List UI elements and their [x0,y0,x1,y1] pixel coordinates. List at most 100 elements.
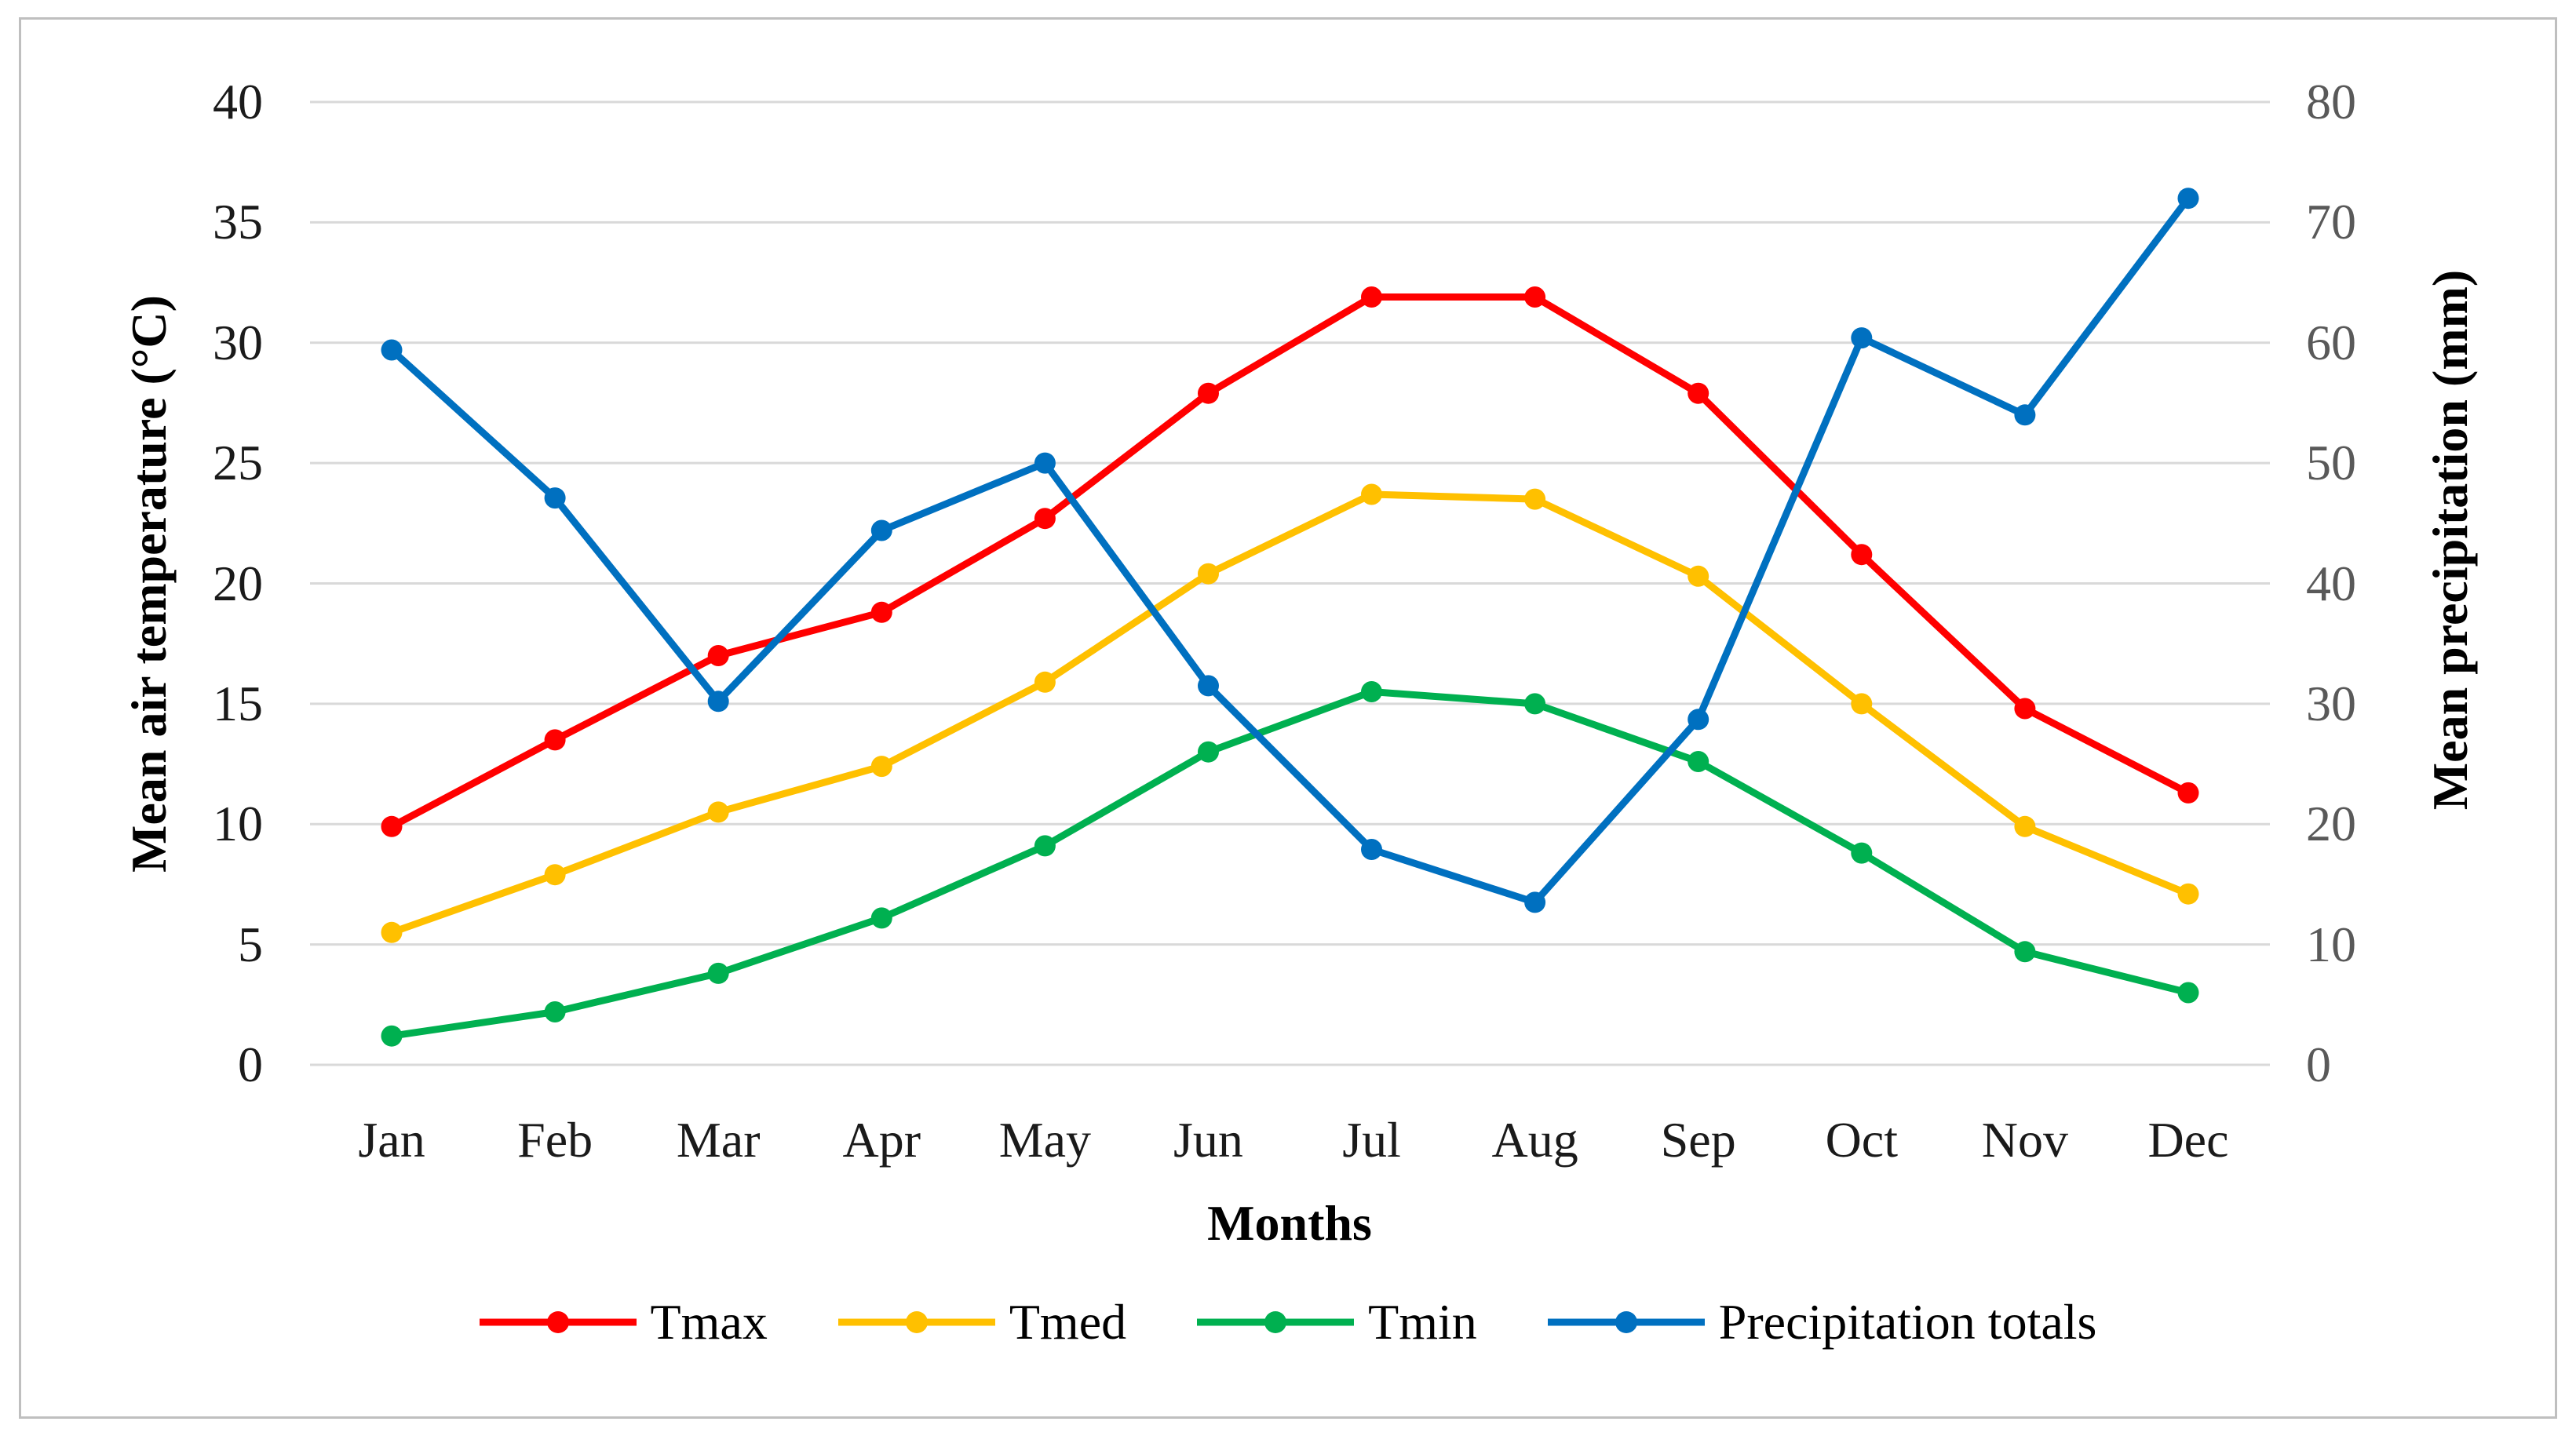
data-point-tmin [2014,941,2036,963]
legend-item-tmax: Tmax [479,1293,768,1351]
data-point-tmax [2177,782,2199,804]
data-point-tmed [381,921,403,943]
data-point-tmin [544,1001,566,1022]
y-right-tick-label: 40 [2306,555,2356,611]
data-point-tmin [1688,751,1709,772]
legend-label-tmed: Tmed [1009,1294,1127,1350]
data-point-tmin [1034,835,1056,857]
legend-label-tmax: Tmax [650,1294,768,1350]
y-right-tick-label: 10 [2306,916,2356,972]
y-left-tick-label: 40 [213,74,263,129]
month-label-mar: Mar [676,1112,761,1168]
y-left-tick-label: 5 [238,916,263,972]
data-point-tmin [1361,681,1382,702]
data-point-tmed [707,801,729,823]
month-label-oct: Oct [1825,1112,1898,1168]
y-right-tick-label: 70 [2306,194,2356,250]
y-axis-left-title: Mean air temperature (°C) [121,295,177,873]
data-point-tmax [870,601,892,623]
data-point-precipitation-totals [2177,188,2199,210]
data-point-tmed [1198,563,1219,585]
month-label-feb: Feb [517,1112,593,1168]
data-point-precipitation-totals [381,339,403,361]
data-point-tmed [1034,671,1056,693]
y-right-tick-label: 60 [2306,314,2356,370]
data-point-tmed [544,864,566,886]
legend-label-tmin: Tmin [1368,1294,1477,1350]
series-line-tmin [388,688,2192,1040]
y-left-tick-label: 25 [213,435,263,491]
legend-marker-tmax-icon [479,1311,637,1333]
month-label-may: May [998,1112,1092,1168]
data-point-precipitation-totals [1034,452,1056,474]
y-axis-right-title: Mean precipitation (mm) [2422,269,2478,811]
figure-border [19,17,2557,1419]
month-label-apr: Apr [842,1112,921,1168]
y-left-tick-label: 35 [213,194,263,250]
data-point-tmed [1361,483,1382,505]
y-left-tick-label: 15 [213,675,263,731]
legend-item-precipitation: Precipitation totals [1547,1293,2097,1351]
data-point-tmin [1851,842,1873,864]
y-left-tick-label: 20 [213,555,263,611]
data-point-tmax [1198,382,1219,404]
legend: Tmax Tmed Tmin Precipitation totals [0,1293,2576,1351]
y-left-tick-label: 0 [238,1037,263,1092]
data-point-precipitation-totals [2014,404,2036,426]
month-label-nov: Nov [1981,1112,2068,1168]
legend-item-tmed: Tmed [837,1293,1127,1351]
month-label-jun: Jun [1173,1112,1243,1168]
y-right-tick-label: 50 [2306,435,2356,491]
month-label-jan: Jan [358,1112,425,1168]
legend-item-tmin: Tmin [1197,1293,1477,1351]
y-right-tick-label: 30 [2306,675,2356,731]
y-left-tick-label: 30 [213,314,263,370]
series-line-tmed [388,490,2192,936]
data-point-tmed [2177,883,2199,905]
month-label-sep: Sep [1660,1112,1736,1168]
data-point-precipitation-totals [1851,327,1873,349]
data-point-tmin [2177,982,2199,1004]
data-point-tmin [381,1025,403,1047]
data-point-tmin [1198,741,1219,763]
data-point-tmed [2014,815,2036,837]
data-point-tmed [1851,693,1873,715]
legend-marker-tmin-icon [1197,1311,1355,1333]
data-point-tmax [1034,508,1056,530]
y-right-tick-label: 80 [2306,74,2356,129]
data-point-tmin [707,962,729,984]
x-axis-title: Months [1207,1195,1372,1251]
data-point-tmax [381,815,403,837]
data-point-precipitation-totals [1361,839,1382,860]
data-point-precipitation-totals [1688,709,1709,731]
series-line-precipitation-totals [388,195,2192,906]
data-point-tmax [1361,286,1382,308]
data-point-tmed [1688,565,1709,587]
data-point-precipitation-totals [707,691,729,713]
month-label-dec: Dec [2147,1112,2229,1168]
data-point-precipitation-totals [870,519,892,541]
data-point-precipitation-totals [544,487,566,509]
data-point-tmax [544,729,566,751]
data-point-tmed [870,756,892,778]
y-right-tick-label: 20 [2306,796,2356,852]
data-point-tmin [1524,693,1546,715]
data-point-tmax [707,645,729,666]
month-label-aug: Aug [1491,1112,1578,1168]
data-point-tmax [1851,544,1873,566]
data-point-tmax [2014,698,2036,720]
data-point-precipitation-totals [1198,675,1219,697]
data-point-tmed [1524,488,1546,510]
data-point-precipitation-totals [1524,891,1546,913]
legend-marker-tmed-icon [837,1311,995,1333]
data-point-tmax [1688,382,1709,404]
data-point-tmax [1524,286,1546,308]
legend-marker-precipitation-icon [1547,1311,1705,1333]
month-label-jul: Jul [1342,1112,1401,1168]
y-right-tick-label: 0 [2306,1037,2331,1092]
y-left-tick-label: 10 [213,796,263,852]
data-point-tmin [870,907,892,929]
legend-label-precipitation: Precipitation totals [1718,1294,2097,1350]
